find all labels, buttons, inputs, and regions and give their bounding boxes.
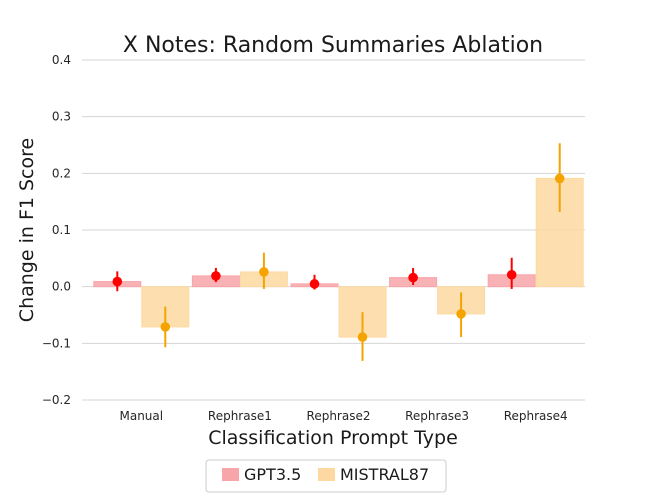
error-points: [112, 143, 565, 361]
legend-swatch-gpt35: [222, 468, 239, 481]
mean-point: [506, 269, 517, 280]
y-tick-label: 0.3: [52, 110, 71, 124]
y-tick-label: 0.1: [52, 223, 71, 237]
x-tick-label: Rephrase2: [307, 409, 371, 423]
x-axis-label: Classification Prompt Type: [208, 427, 458, 449]
mean-point: [259, 267, 269, 277]
legend-label-mistral87: MISTRAL87: [340, 465, 429, 484]
x-tick-label: Rephrase1: [208, 409, 272, 423]
chart-title: X Notes: Random Summaries Ablation: [123, 33, 543, 58]
x-tick-label: Rephrase3: [405, 409, 469, 423]
x-tick-labels: Manual Rephrase1 Rephrase2 Rephrase3 Rephras…: [119, 409, 567, 423]
mean-point: [554, 173, 565, 184]
mean-point: [456, 309, 466, 319]
mean-point: [211, 271, 221, 281]
y-tick-label: 0.2: [52, 166, 71, 180]
x-tick-label: Manual: [119, 409, 163, 423]
y-axis-label: Change in F1 Score: [16, 138, 38, 322]
mean-point: [408, 272, 418, 283]
mean-point: [357, 332, 368, 342]
y-tick-label: 0.4: [52, 53, 71, 67]
y-tick-label: −0.2: [42, 393, 71, 407]
mean-point: [112, 276, 123, 287]
legend-swatch-mistral87: [318, 468, 335, 481]
y-tick-label: −0.1: [42, 336, 71, 350]
legend: GPT3.5 MISTRAL87: [205, 459, 447, 493]
legend-label-gpt35: GPT3.5: [244, 465, 301, 484]
mean-point: [160, 322, 171, 332]
y-tick-label: 0.0: [52, 280, 71, 294]
mean-point: [309, 279, 320, 289]
gridlines: [82, 59, 585, 401]
bars: [93, 177, 584, 338]
x-tick-label: Rephrase4: [504, 409, 568, 423]
y-tick-labels: −0.2 −0.1 0.0 0.1 0.2 0.3 0.4: [42, 53, 71, 407]
